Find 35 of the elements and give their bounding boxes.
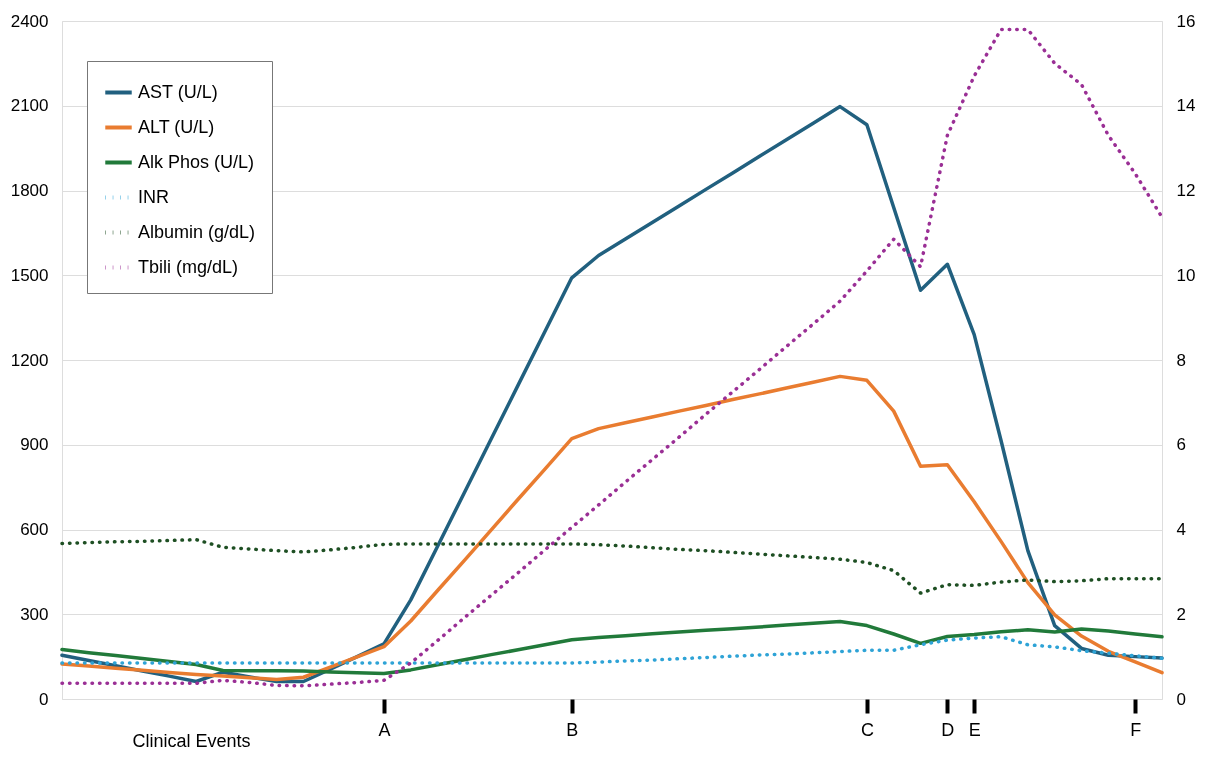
x-tick-label: E [968, 719, 981, 740]
line-series [60, 634, 1164, 665]
y-tick-label: 0 [39, 689, 49, 709]
y-tick-label: 1200 [10, 350, 49, 370]
y2-tick-label: 14 [1176, 96, 1196, 116]
y2-tick-label: 8 [1176, 350, 1186, 370]
legend-label: Tbili (mg/dL) [138, 256, 239, 277]
y-tick-label: 1500 [10, 265, 49, 285]
y-tick-label: 300 [20, 604, 49, 624]
y2-tick-label: 4 [1176, 520, 1186, 539]
y-tick-label: 600 [20, 520, 49, 539]
y-tick-label: 1800 [10, 181, 49, 200]
legend-label: ALT (U/L) [138, 116, 215, 137]
legend-label: Albumin (g/dL) [138, 221, 256, 242]
line-series [60, 619, 1164, 676]
x-tick-label: B [566, 719, 579, 740]
y2-tick-label: 16 [1176, 11, 1196, 31]
y-tick-label: 2100 [10, 96, 49, 116]
y2-tick-label: 6 [1176, 435, 1186, 455]
line-series [60, 374, 1164, 682]
x-tick-label: D [941, 719, 955, 740]
y-tick-label: 900 [20, 435, 49, 455]
x-tick-label: C [860, 719, 874, 740]
legend-label: INR [138, 186, 169, 207]
y2-tick-label: 10 [1176, 265, 1196, 285]
x-tick-label: A [378, 719, 391, 740]
y2-tick-label: 2 [1176, 604, 1186, 624]
legend-label: AST (U/L) [138, 81, 218, 102]
line-series [60, 537, 1164, 595]
x-axis-title: Clinical Events [132, 730, 251, 751]
y-tick-label: 2400 [10, 11, 49, 31]
legend-label: Alk Phos (U/L) [138, 151, 255, 172]
x-tick-label: F [1130, 719, 1142, 740]
y2-tick-label: 12 [1176, 181, 1196, 200]
y2-tick-label: 0 [1176, 689, 1186, 709]
